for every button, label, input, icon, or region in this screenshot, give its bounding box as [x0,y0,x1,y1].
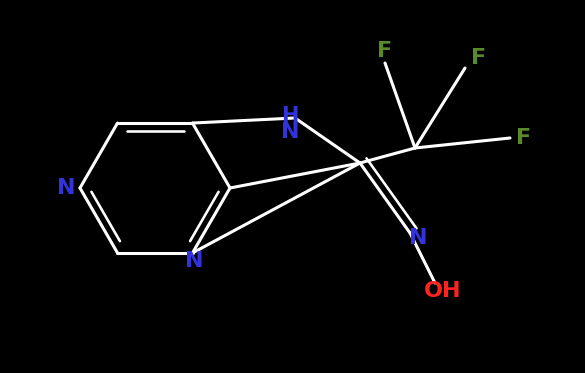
Text: F: F [472,48,487,68]
Text: N: N [409,228,427,248]
Text: N: N [57,178,75,198]
Text: F: F [377,41,393,61]
Text: N: N [185,251,204,271]
Text: OH: OH [424,281,462,301]
Text: F: F [517,128,532,148]
Text: H: H [281,106,299,126]
Text: N: N [281,122,300,142]
